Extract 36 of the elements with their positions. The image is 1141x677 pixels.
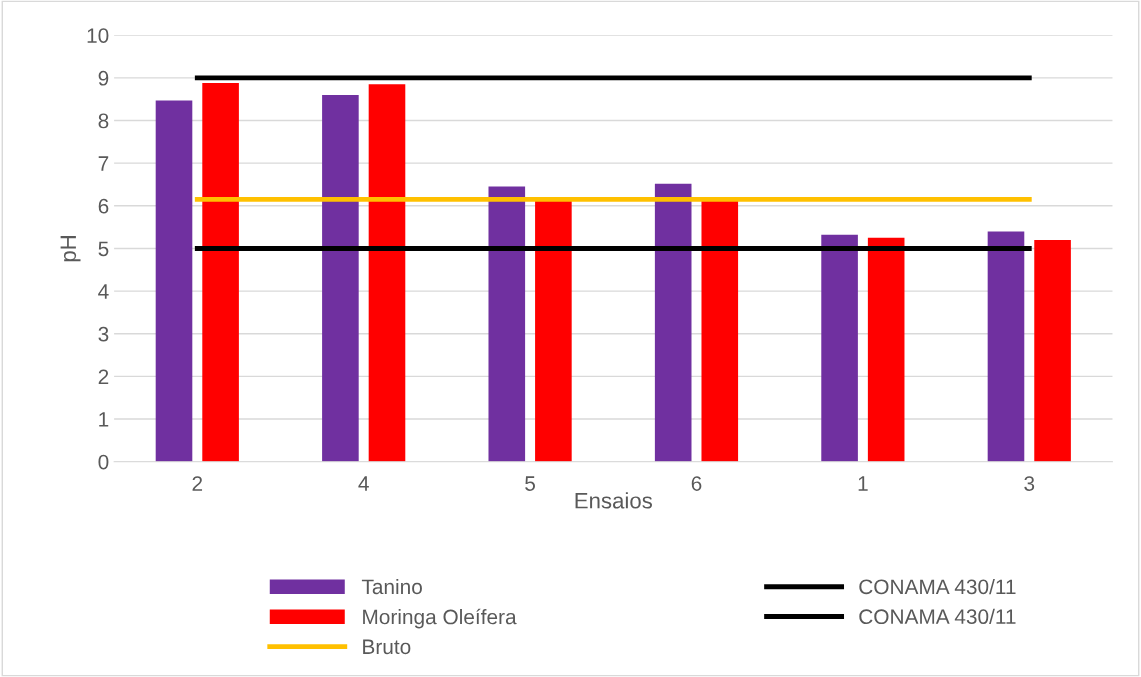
bar (202, 82, 239, 462)
bar (488, 186, 526, 462)
bar (987, 231, 1025, 462)
y-tick-label: 1 (99, 412, 109, 427)
x-axis-title: Ensaios (575, 492, 653, 509)
y-tick-label: 5 (98, 241, 109, 257)
y-tick-label: 7 (98, 156, 109, 171)
bar (654, 183, 692, 462)
legend-label: Tanino (361, 578, 422, 595)
y-tick-label: 0 (98, 454, 109, 470)
legend-label: CONAMA 430/11 (859, 578, 1016, 595)
x-tick-label: 6 (691, 476, 702, 491)
y-tick-label: 8 (98, 113, 109, 129)
bar (322, 94, 359, 462)
x-tick-label: 2 (192, 476, 203, 491)
y-tick-label: 4 (98, 284, 109, 299)
y-axis-title: pH (60, 236, 81, 262)
bar (701, 200, 739, 462)
y-tick-label: 10 (87, 28, 109, 43)
bar (867, 237, 905, 462)
y-tick-label: 2 (98, 369, 109, 384)
bar (1034, 239, 1071, 462)
y-tick-label: 6 (98, 198, 109, 214)
bar (368, 84, 406, 462)
bar (155, 100, 193, 462)
legend-label: CONAMA 430/11 (859, 608, 1016, 625)
x-tick-label: 4 (358, 476, 369, 491)
y-tick-label: 3 (98, 326, 109, 342)
legend-label: Bruto (363, 639, 411, 655)
x-tick-label: 1 (858, 476, 868, 491)
y-tick-label: 9 (98, 70, 109, 86)
bar (535, 200, 572, 462)
x-tick-label: 3 (1024, 476, 1035, 491)
legend-label: Moringa Oleífera (363, 608, 517, 629)
x-tick-label: 5 (525, 476, 536, 491)
bar (821, 234, 858, 462)
